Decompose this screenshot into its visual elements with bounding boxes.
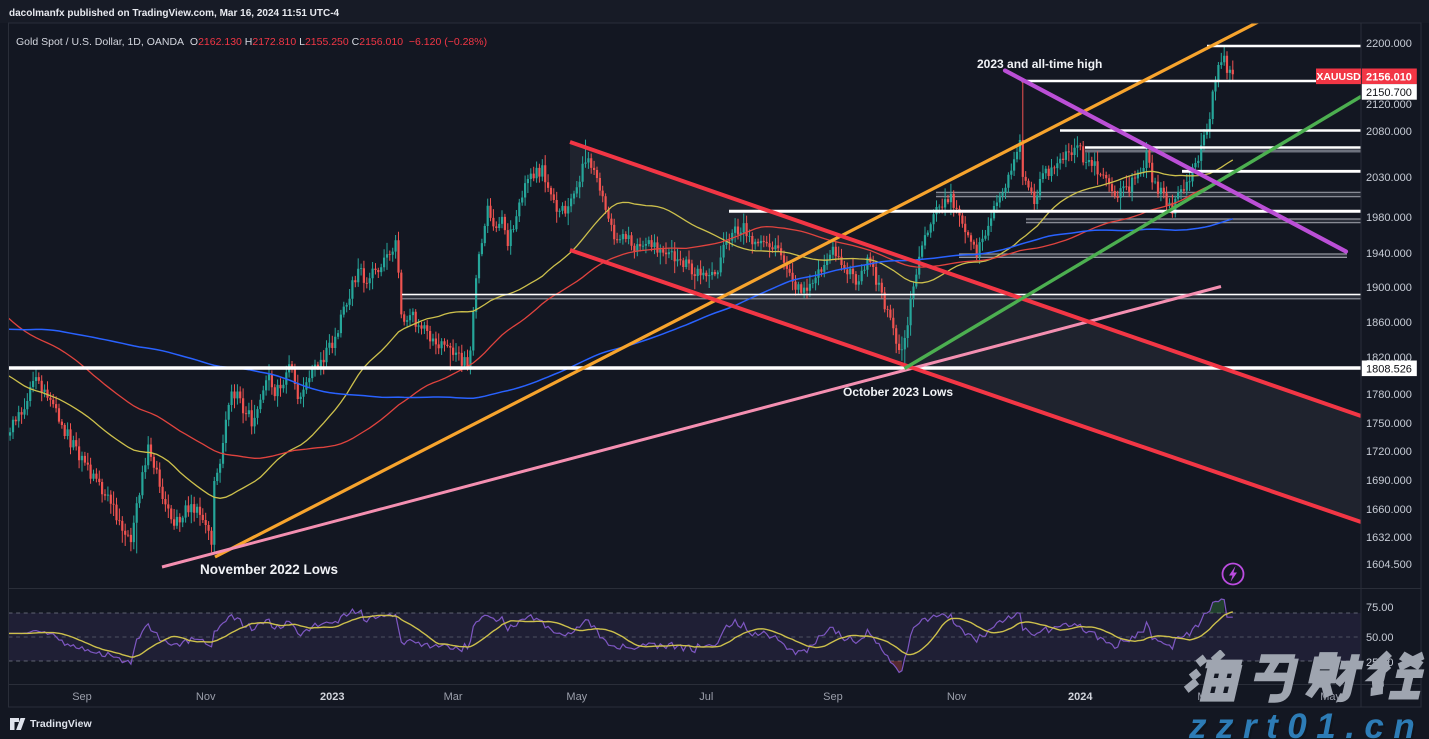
svg-text:Jul: Jul [699, 691, 713, 703]
svg-text:2200.000: 2200.000 [1366, 38, 1412, 50]
svg-text:1780.000: 1780.000 [1366, 389, 1412, 401]
svg-text:1720.000: 1720.000 [1366, 446, 1412, 458]
svg-text:1750.000: 1750.000 [1366, 418, 1412, 430]
svg-text:Sep: Sep [823, 691, 843, 703]
svg-text:Nov: Nov [196, 691, 216, 703]
svg-text:1690.000: 1690.000 [1366, 475, 1412, 487]
svg-text:XAUUSD: XAUUSD [1316, 71, 1361, 83]
svg-text:May: May [566, 691, 587, 703]
svg-text:Nov: Nov [947, 691, 967, 703]
svg-text:1860.000: 1860.000 [1366, 317, 1412, 329]
svg-text:2156.010: 2156.010 [1366, 72, 1412, 84]
svg-text:1632.000: 1632.000 [1366, 532, 1412, 544]
svg-text:1900.000: 1900.000 [1366, 282, 1412, 294]
svg-text:1980.000: 1980.000 [1366, 212, 1412, 224]
svg-text:50.00: 50.00 [1366, 632, 1394, 644]
svg-text:2120.000: 2120.000 [1366, 99, 1412, 111]
svg-text:1940.000: 1940.000 [1366, 248, 1412, 260]
svg-text:1808.526: 1808.526 [1366, 363, 1412, 375]
svg-text:2080.000: 2080.000 [1366, 126, 1412, 138]
svg-text:1660.000: 1660.000 [1366, 504, 1412, 516]
svg-text:2030.000: 2030.000 [1366, 172, 1412, 184]
svg-text:75.00: 75.00 [1366, 602, 1394, 614]
svg-text:2024: 2024 [1068, 691, 1093, 703]
svg-text:Mar: Mar [444, 691, 463, 703]
svg-text:Sep: Sep [72, 691, 92, 703]
svg-text:2023: 2023 [320, 691, 344, 703]
svg-text:1604.500: 1604.500 [1366, 559, 1412, 571]
svg-text:2150.700: 2150.700 [1366, 87, 1412, 99]
